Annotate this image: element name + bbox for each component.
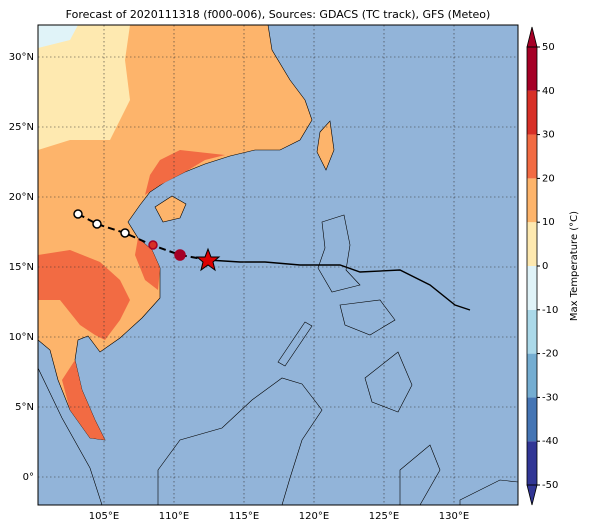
lon-tick-label: 110°E xyxy=(159,511,189,522)
taiwan xyxy=(316,120,335,171)
colorbar-tick-label: -30 xyxy=(542,392,558,403)
mindanao xyxy=(364,351,413,413)
colorbar-tick-label: -40 xyxy=(542,436,558,447)
colorbar-extend-high xyxy=(526,26,538,48)
colorbar-segment xyxy=(527,397,537,442)
cool-region xyxy=(38,25,130,150)
colorbar-segment xyxy=(527,222,537,266)
cold-region xyxy=(38,25,78,48)
colorbar-extend-low xyxy=(526,484,538,506)
lat-tick-label: 0° xyxy=(23,472,34,483)
new-guinea xyxy=(459,479,518,505)
visayas xyxy=(339,299,396,336)
colorbar-segment xyxy=(527,309,537,354)
current-position xyxy=(195,247,221,272)
colorbar-label: Max Temperature (°C) xyxy=(569,211,580,321)
colorbar-segment xyxy=(527,47,537,91)
hot-region xyxy=(135,238,160,290)
track-point xyxy=(73,209,83,219)
luzon xyxy=(317,214,361,293)
colorbar-tick-label: -20 xyxy=(542,349,558,360)
colorbar-segment xyxy=(527,134,537,179)
colorbar-tick-label: 20 xyxy=(542,173,555,184)
lon-tick-label: 105°E xyxy=(89,511,119,522)
sulawesi xyxy=(399,444,441,505)
lon-tick-label: 125°E xyxy=(369,511,399,522)
colorbar-tick-label: 10 xyxy=(542,217,555,228)
colorbar-segment xyxy=(527,178,537,223)
map-frame xyxy=(37,24,519,506)
colorbar-tick-label: -10 xyxy=(542,305,558,316)
track-point xyxy=(148,240,158,250)
colorbar-tick-label: -50 xyxy=(542,480,558,491)
palawan xyxy=(277,321,313,367)
sumatra xyxy=(38,367,103,505)
lat-tick-label: 30°N xyxy=(9,52,34,63)
forecast-track xyxy=(207,259,471,311)
lon-tick-label: 130°E xyxy=(439,511,469,522)
map-area xyxy=(38,25,518,505)
colorbar-tick-label: 30 xyxy=(542,130,555,141)
lon-tick-label: 120°E xyxy=(299,511,329,522)
track-point xyxy=(174,249,186,261)
colorbar-tick-label: 50 xyxy=(542,42,555,53)
lat-tick-label: 20°N xyxy=(9,192,34,203)
lat-tick-label: 15°N xyxy=(9,262,34,273)
hot-region xyxy=(38,250,130,340)
colorbar-segment xyxy=(527,441,537,485)
lat-tick-label: 25°N xyxy=(9,122,34,133)
colorbar: -50 -40 -30 -20 -10 0 10 20 30 40 50 Max Temperatur… xyxy=(526,26,580,506)
hot-region xyxy=(145,150,225,195)
graticule xyxy=(38,25,518,505)
colorbar-tick-label: 40 xyxy=(542,86,555,97)
colorbar-segment xyxy=(527,90,537,135)
hainan xyxy=(154,195,187,223)
colorbar-segment xyxy=(527,353,537,398)
track-point xyxy=(120,228,130,238)
colorbar-tick-label: 0 xyxy=(542,261,548,272)
lon-tick-label: 115°E xyxy=(229,511,259,522)
borneo xyxy=(157,377,323,505)
track-point xyxy=(92,219,102,229)
map-title: Forecast of 2020111318 (f000-006), Sourc… xyxy=(66,8,491,21)
lat-tick-label: 10°N xyxy=(9,332,34,343)
lat-tick-label: 5°N xyxy=(15,402,34,413)
colorbar-segment xyxy=(527,266,537,310)
hot-region xyxy=(62,360,105,440)
